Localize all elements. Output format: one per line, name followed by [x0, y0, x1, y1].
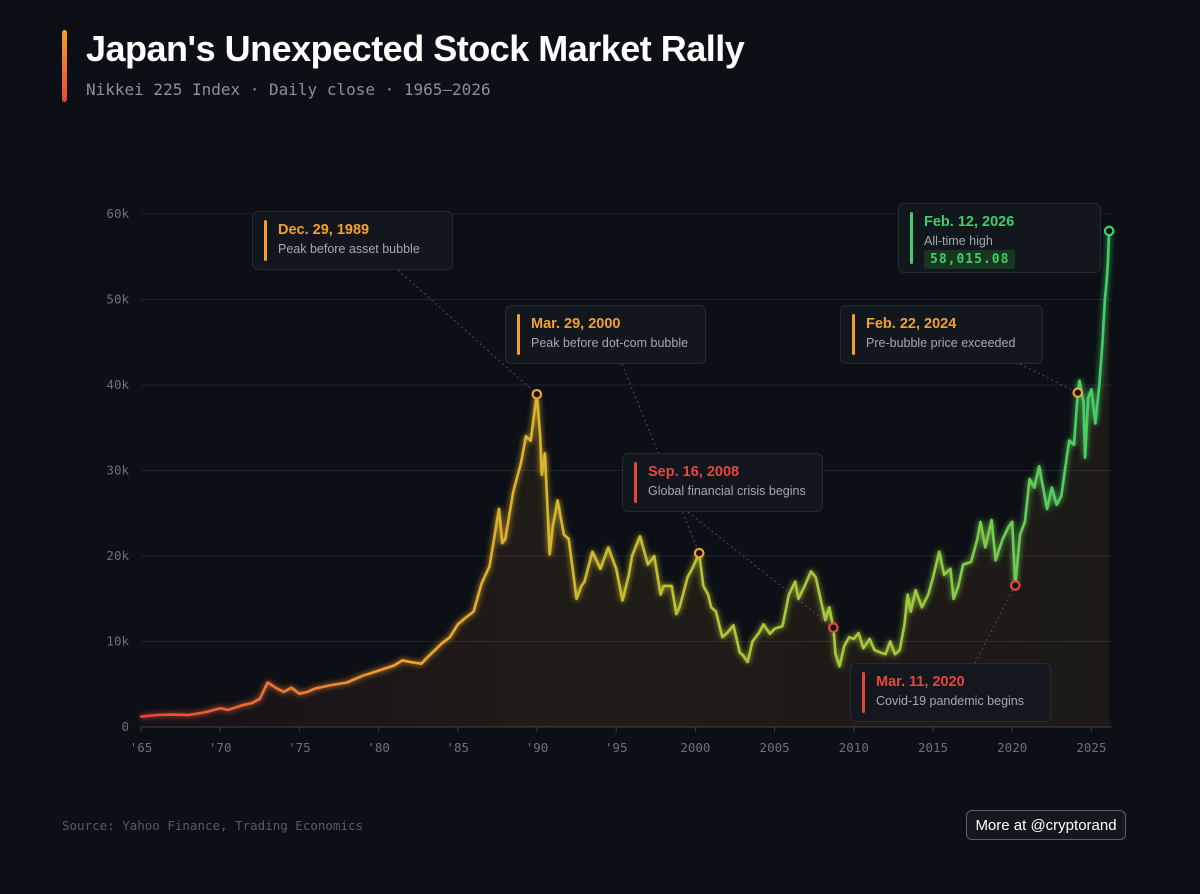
x-tick-label: '85 [447, 740, 470, 755]
x-tick-label: '75 [288, 740, 311, 755]
annotation-accent-bar [634, 462, 637, 503]
annotation-leader-line [687, 511, 834, 629]
annotation-leader-line [621, 363, 700, 554]
more-at-cryptorand-button[interactable]: More at @cryptorand [966, 810, 1126, 840]
x-tick-label: '65 [130, 740, 153, 755]
x-tick-label: 2010 [839, 740, 869, 755]
annotation-leader-line [1019, 363, 1079, 394]
annotation-box: Mar. 11, 2020 Covid-19 pandemic begins [850, 663, 1051, 722]
y-tick-label: 60k [106, 206, 129, 221]
annotation-value-badge: 58,015.08 [924, 250, 1016, 269]
y-tick-label: 0 [121, 719, 129, 734]
y-tick-label: 40k [106, 377, 129, 392]
annotation-box: Mar. 29, 2000 Peak before dot-com bubble [505, 305, 706, 364]
annotation-description: All-time high [924, 234, 993, 248]
annotation-accent-bar [910, 212, 913, 264]
annotation-marker [828, 622, 839, 634]
x-tick-label: '95 [605, 740, 628, 755]
series-line-nikkei-225 [139, 229, 1111, 718]
annotation-date: Sep. 16, 2008 [648, 464, 740, 480]
annotation-leader-line [397, 269, 538, 395]
y-tick-label: 50k [106, 292, 129, 307]
annotation-box: Sep. 16, 2008 Global financial crisis beg… [622, 453, 823, 512]
annotation-marker [1103, 225, 1115, 237]
annotation-description: Peak before asset bubble [278, 242, 420, 256]
x-tick-label: 2020 [997, 740, 1027, 755]
annotation-date: Feb. 22, 2024 [866, 316, 957, 332]
annotation-accent-bar [862, 672, 865, 713]
y-tick-label: 30k [106, 463, 129, 478]
annotation-description: Covid-19 pandemic begins [876, 694, 1025, 708]
x-tick-label: 2015 [918, 740, 948, 755]
annotation-box: Dec. 29, 1989 Peak before asset bubble [252, 211, 453, 270]
annotation-accent-bar [264, 220, 267, 261]
x-tick-label: 2005 [760, 740, 790, 755]
source-note: Source: Yahoo Finance, Trading Economics [62, 818, 364, 833]
x-tick-label: 2025 [1076, 740, 1106, 755]
x-tick-label: 2000 [680, 740, 710, 755]
annotation-marker [1072, 387, 1084, 399]
x-tick-label: '70 [209, 740, 232, 755]
annotation-box: Feb. 12, 2026 All-time high 58,015.08 [898, 203, 1101, 273]
page-title: Japan's Unexpected Stock Market Rally [86, 28, 745, 69]
y-tick-label: 10k [106, 634, 129, 649]
page-subtitle: Nikkei 225 Index · Daily close · 1965–20… [86, 80, 491, 99]
annotation-date: Mar. 29, 2000 [531, 316, 621, 332]
annotation-box: Feb. 22, 2024 Pre-bubble price exceeded [840, 305, 1043, 364]
annotation-date: Feb. 12, 2026 [924, 214, 1015, 230]
annotation-accent-bar [517, 314, 520, 355]
annotation-accent-bar [852, 314, 855, 355]
annotation-marker [1009, 580, 1021, 591]
annotation-description: Global financial crisis begins [648, 484, 806, 498]
annotation-description: Pre-bubble price exceeded [866, 336, 1016, 350]
annotation-date: Dec. 29, 1989 [278, 222, 370, 238]
annotation-description: Peak before dot-com bubble [531, 336, 689, 350]
annotation-marker [693, 547, 705, 559]
title-accent-bar [62, 30, 67, 102]
annotation-marker [531, 388, 543, 400]
x-tick-label: '80 [367, 740, 390, 755]
annotation-date: Mar. 11, 2020 [876, 674, 965, 690]
x-tick-label: '90 [526, 740, 549, 755]
y-tick-label: 20k [106, 548, 129, 563]
